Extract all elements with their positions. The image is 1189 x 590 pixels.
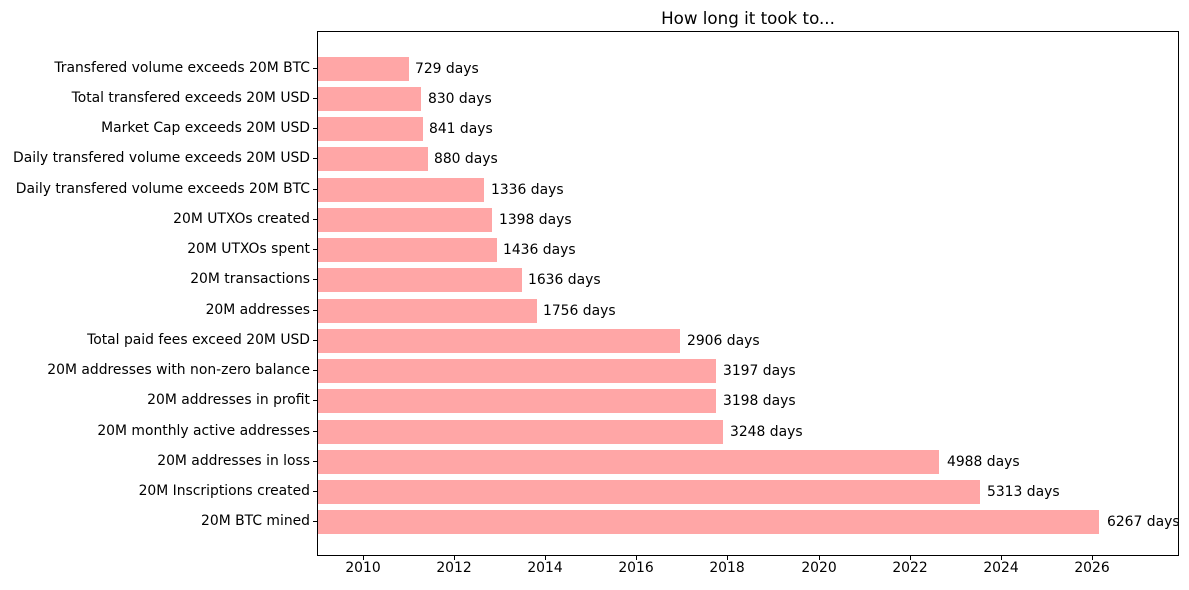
bar-value-label: 729 days <box>415 60 479 77</box>
y-axis-category-label: 20M addresses with non-zero balance <box>47 362 310 378</box>
x-tick-mark <box>910 556 911 560</box>
x-tick-label: 2016 <box>618 560 654 576</box>
bar <box>318 268 522 293</box>
y-axis-category-label: 20M monthly active addresses <box>97 422 310 439</box>
chart-title: How long it took to... <box>661 8 835 28</box>
y-axis-category-label: Daily transfered volume exceeds 20M USD <box>13 150 310 167</box>
y-axis-category-label: Daily transfered volume exceeds 20M BTC <box>15 180 310 197</box>
x-tick-label: 2012 <box>436 560 472 576</box>
y-axis-category-label: Total paid fees exceed 20M USD <box>87 331 310 348</box>
y-tick-mark <box>313 310 317 311</box>
y-axis-category-label: 20M BTC mined <box>201 513 310 530</box>
y-tick-mark <box>313 219 317 220</box>
bar-value-label: 3248 days <box>730 423 803 440</box>
x-tick-label: 2024 <box>983 560 1019 576</box>
x-tick-mark <box>363 556 364 560</box>
y-tick-mark <box>313 279 317 280</box>
y-tick-mark <box>313 98 317 99</box>
y-axis-category-label: Total transfered exceeds 20M USD <box>71 89 310 106</box>
y-axis-category-label: 20M UTXOs spent <box>187 241 310 257</box>
bar <box>318 510 1099 535</box>
bar <box>318 328 681 353</box>
bar <box>318 207 493 232</box>
bar <box>318 480 980 504</box>
x-tick-label: 2020 <box>801 560 837 576</box>
bar-value-label: 6267 days <box>1107 514 1180 531</box>
y-tick-mark <box>313 461 317 462</box>
y-axis-category-label: Market Cap exceeds 20M USD <box>101 120 310 136</box>
y-axis-category-label: Transfered volume exceeds 20M BTC <box>54 59 310 76</box>
y-tick-mark <box>313 370 317 371</box>
bar-value-label: 1636 days <box>528 272 601 289</box>
bar <box>318 298 537 323</box>
x-tick-mark <box>1092 556 1093 560</box>
y-axis-category-label: 20M Inscriptions created <box>138 483 310 499</box>
x-tick-mark <box>727 556 728 560</box>
bar <box>318 86 422 111</box>
x-tick-label: 2010 <box>345 560 381 576</box>
y-tick-mark <box>313 68 317 69</box>
bar <box>318 389 717 414</box>
bar-value-label: 1398 days <box>499 211 572 228</box>
bar-value-label: 4988 days <box>947 453 1020 470</box>
y-tick-mark <box>313 128 317 129</box>
bar <box>318 147 428 172</box>
x-tick-label: 2026 <box>1074 560 1110 576</box>
y-axis-category-label: 20M UTXOs created <box>173 210 310 227</box>
bar <box>318 177 485 202</box>
y-tick-mark <box>313 249 317 250</box>
y-tick-mark <box>313 189 317 190</box>
bar-value-label: 1336 days <box>491 181 564 198</box>
y-axis-category-label: 20M addresses in loss <box>157 452 310 469</box>
x-tick-mark <box>454 556 455 560</box>
y-tick-mark <box>313 400 317 401</box>
x-tick-mark <box>819 556 820 560</box>
bar <box>318 449 940 474</box>
bar <box>318 117 423 141</box>
bar-value-label: 880 days <box>434 151 498 168</box>
x-tick-label: 2022 <box>892 560 928 576</box>
y-tick-mark <box>313 491 317 492</box>
bar-value-label: 830 days <box>428 90 492 107</box>
y-axis-category-label: 20M addresses <box>205 301 310 318</box>
x-tick-label: 2018 <box>709 560 745 576</box>
x-tick-mark <box>636 556 637 560</box>
bar-value-label: 1756 days <box>543 302 616 319</box>
x-tick-mark <box>545 556 546 560</box>
y-tick-mark <box>313 340 317 341</box>
bar-value-label: 3198 days <box>723 393 796 410</box>
x-tick-mark <box>1001 556 1002 560</box>
bar-value-label: 841 days <box>429 121 493 137</box>
bar-value-label: 1436 days <box>503 242 576 258</box>
bar <box>318 359 717 383</box>
y-tick-mark <box>313 521 317 522</box>
bar-value-label: 5313 days <box>987 484 1060 500</box>
bar <box>318 419 723 444</box>
x-tick-label: 2014 <box>527 560 563 576</box>
bar-value-label: 3197 days <box>723 363 796 379</box>
bar <box>318 56 409 81</box>
y-tick-mark <box>313 158 317 159</box>
plot-area: 729 days 830 days 841 days 880 days 1336 day… <box>317 31 1180 556</box>
y-tick-mark <box>313 431 317 432</box>
bar <box>318 238 497 262</box>
bar-value-label: 2906 days <box>687 332 760 349</box>
y-axis-category-label: 20M transactions <box>190 271 310 288</box>
y-axis-category-label: 20M addresses in profit <box>147 392 310 409</box>
